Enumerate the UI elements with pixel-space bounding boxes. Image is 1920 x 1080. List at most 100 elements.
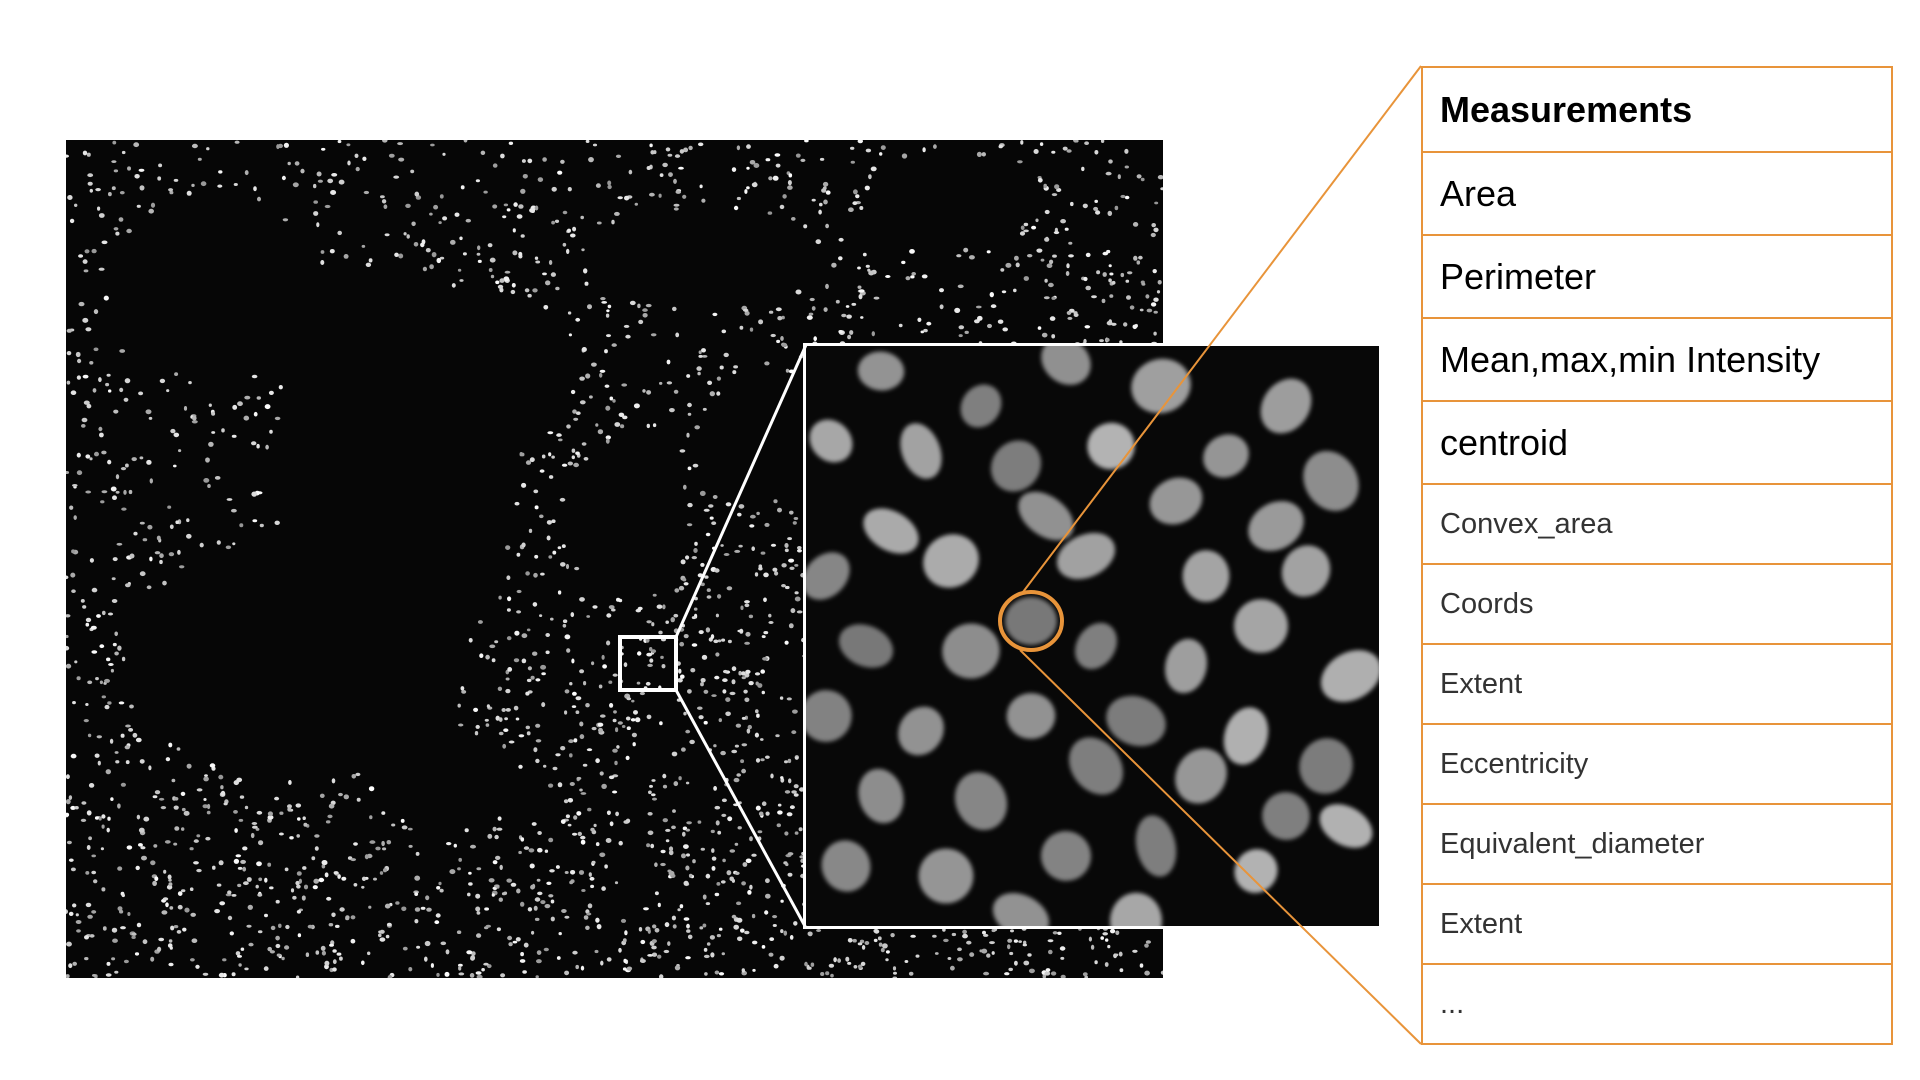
nucleus-dot bbox=[583, 457, 589, 461]
nucleus-dot bbox=[733, 803, 739, 807]
nucleus-dot bbox=[192, 415, 197, 421]
nucleus-dot bbox=[741, 743, 748, 747]
nucleus-dot bbox=[100, 847, 104, 851]
zoomed-nucleus bbox=[806, 690, 852, 742]
nucleus-dot bbox=[487, 243, 493, 248]
nucleus-dot bbox=[733, 924, 739, 930]
nucleus-dot bbox=[744, 603, 750, 608]
nucleus-dot bbox=[1001, 290, 1007, 294]
nucleus-dot bbox=[361, 244, 366, 248]
nucleus-dot bbox=[139, 185, 145, 191]
nucleus-dot bbox=[1117, 174, 1121, 180]
nucleus-dot bbox=[660, 637, 667, 642]
nucleus-dot bbox=[384, 903, 391, 909]
nucleus-dot bbox=[1027, 953, 1032, 957]
nucleus-dot bbox=[860, 961, 866, 967]
nucleus-dot bbox=[649, 658, 654, 663]
nucleus-dot bbox=[1100, 140, 1105, 143]
nucleus-dot bbox=[489, 257, 496, 263]
nucleus-dot bbox=[711, 694, 717, 697]
nucleus-dot bbox=[810, 962, 815, 967]
nucleus-dot bbox=[173, 178, 179, 182]
nucleus-dot bbox=[652, 797, 657, 801]
nucleus-dot bbox=[1081, 166, 1085, 172]
nucleus-dot bbox=[1109, 294, 1114, 298]
nucleus-dot bbox=[743, 308, 749, 312]
nucleus-dot bbox=[251, 441, 257, 446]
nucleus-dot bbox=[630, 718, 636, 722]
nucleus-dot bbox=[98, 267, 105, 271]
nucleus-dot bbox=[555, 286, 560, 291]
nucleus-dot bbox=[217, 184, 223, 188]
nucleus-dot bbox=[162, 580, 167, 586]
nucleus-dot bbox=[297, 933, 302, 938]
nucleus-dot bbox=[803, 224, 808, 229]
nucleus-dot bbox=[847, 334, 852, 340]
nucleus-dot bbox=[564, 970, 570, 976]
nucleus-dot bbox=[765, 811, 770, 816]
nucleus-dot bbox=[1095, 210, 1101, 215]
nucleus-dot bbox=[123, 959, 129, 964]
nucleus-dot bbox=[281, 175, 286, 181]
nucleus-dot bbox=[502, 215, 507, 219]
nucleus-dot bbox=[721, 798, 727, 803]
nucleus-dot bbox=[1084, 141, 1089, 145]
nucleus-dot bbox=[705, 902, 711, 906]
nucleus-dot bbox=[956, 254, 962, 258]
nucleus-dot bbox=[477, 259, 482, 263]
nucleus-dot bbox=[586, 748, 593, 752]
nucleus-dot bbox=[92, 974, 97, 977]
nucleus-dot bbox=[110, 486, 117, 492]
nucleus-dot bbox=[745, 669, 751, 674]
nucleus-dot bbox=[1022, 943, 1027, 947]
nucleus-dot bbox=[754, 672, 761, 676]
nucleus-dot bbox=[324, 204, 331, 209]
nucleus-dot bbox=[612, 748, 618, 753]
nucleus-dot bbox=[822, 181, 829, 187]
nucleus-dot bbox=[434, 920, 440, 925]
nucleus-dot bbox=[520, 952, 524, 957]
zoomed-nucleus bbox=[990, 440, 1042, 492]
nucleus-dot bbox=[240, 859, 247, 864]
nucleus-dot bbox=[837, 958, 841, 963]
nucleus-dot bbox=[408, 844, 413, 848]
nucleus-dot bbox=[492, 860, 498, 865]
nucleus-dot bbox=[202, 804, 209, 809]
nucleus-dot bbox=[147, 524, 153, 530]
nucleus-dot bbox=[86, 845, 91, 850]
nucleus-dot bbox=[742, 862, 748, 867]
nucleus-dot bbox=[1028, 968, 1035, 974]
nucleus-dot bbox=[505, 545, 511, 550]
zoomed-nucleus bbox=[1234, 849, 1278, 893]
nucleus-dot bbox=[662, 604, 666, 610]
nucleus-dot bbox=[499, 864, 503, 871]
nucleus-dot bbox=[793, 921, 798, 926]
nucleus-dot bbox=[880, 145, 886, 150]
nucleus-dot bbox=[587, 903, 593, 909]
nucleus-dot bbox=[507, 935, 513, 941]
nucleus-dot bbox=[481, 968, 485, 972]
nucleus-dot bbox=[678, 776, 682, 781]
nucleus-dot bbox=[321, 864, 326, 869]
nucleus-dot bbox=[532, 602, 538, 607]
nucleus-dot bbox=[823, 199, 828, 205]
nucleus-dot bbox=[1044, 237, 1050, 242]
nucleus-dot bbox=[385, 934, 390, 939]
nucleus-dot bbox=[1141, 282, 1146, 286]
nucleus-dot bbox=[72, 484, 78, 487]
nucleus-dot bbox=[606, 810, 611, 816]
nucleus-dot bbox=[589, 395, 593, 399]
nucleus-dot bbox=[787, 758, 792, 764]
nucleus-dot bbox=[560, 159, 565, 164]
zoomed-nucleus bbox=[1203, 434, 1249, 478]
nucleus-dot bbox=[66, 614, 71, 618]
nucleus-dot bbox=[356, 797, 361, 802]
nucleus-dot bbox=[722, 678, 728, 683]
nucleus-dot bbox=[678, 166, 684, 170]
nucleus-dot bbox=[193, 839, 199, 843]
nucleus-dot bbox=[567, 311, 572, 315]
nucleus-dot bbox=[350, 915, 356, 920]
nucleus-dot bbox=[106, 657, 111, 662]
nucleus-dot bbox=[757, 830, 763, 834]
nucleus-dot bbox=[825, 223, 829, 229]
